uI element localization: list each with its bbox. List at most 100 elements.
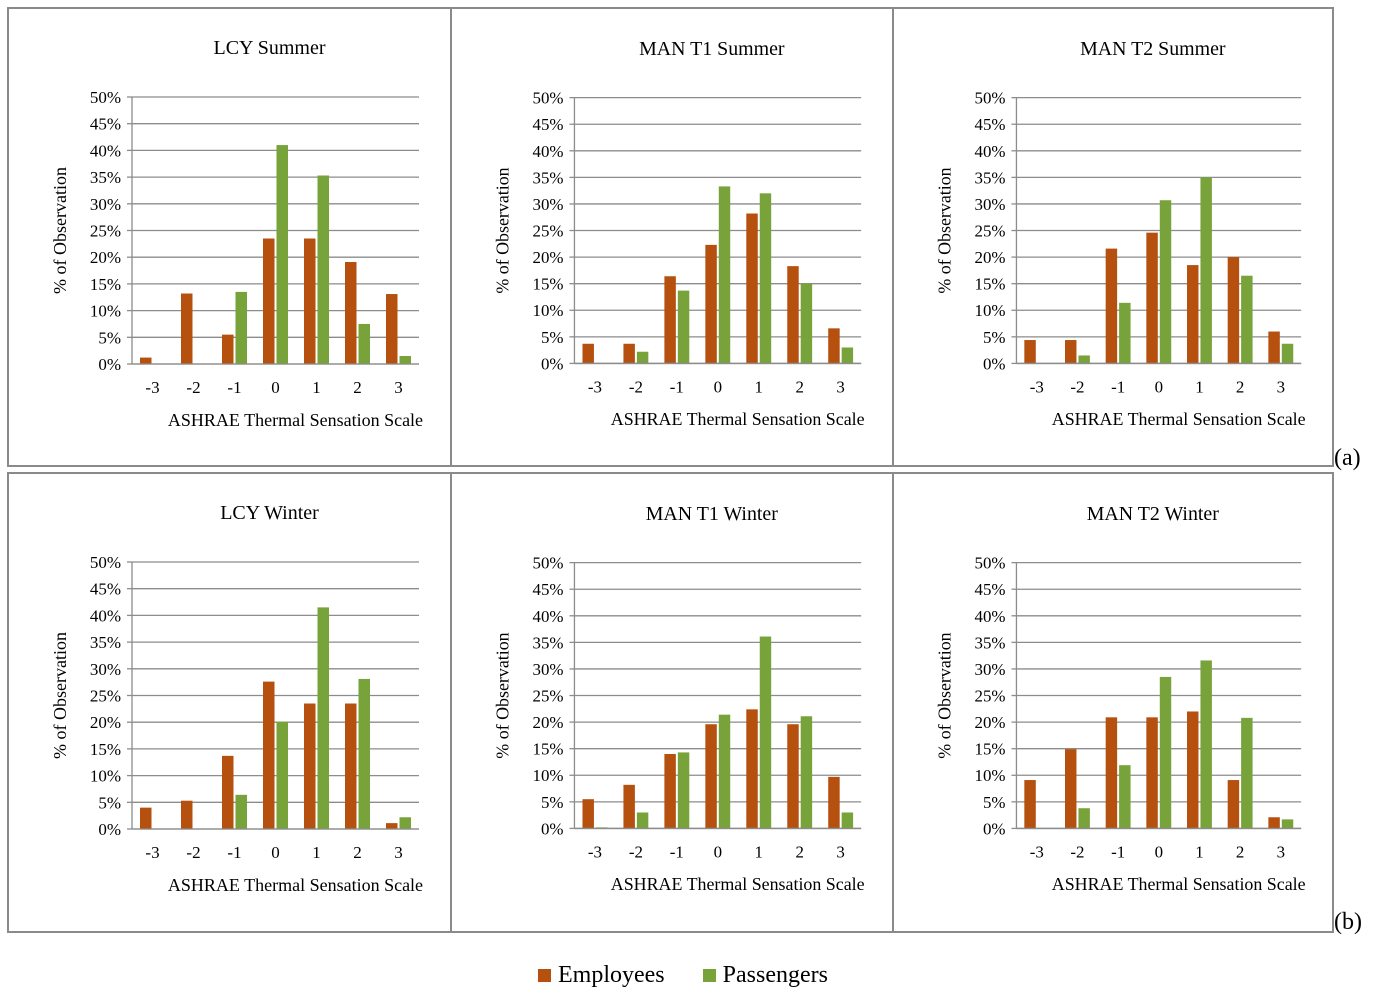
chart-cell-2: MAN T2 Summer 0% 5% 10% 15% 20% 25% 30% 35% 40% 45… [892, 9, 1332, 465]
y-tick-label: 15% [90, 275, 121, 294]
y-tick-label: 0% [541, 819, 564, 838]
x-tick-label: 3 [1277, 842, 1285, 861]
y-axis-label: % of Observation [935, 632, 955, 758]
x-tick-label: 2 [353, 378, 362, 397]
bar-passengers-0 [276, 145, 288, 364]
y-axis-label: % of Observation [493, 167, 513, 293]
y-axis-label: % of Observation [50, 167, 70, 294]
bar-employees-3 [828, 328, 840, 364]
x-axis-label: ASHRAE Thermal Sensation Scale [611, 409, 865, 429]
y-tick-label: 0% [983, 819, 1006, 838]
bar-passengers--1 [1119, 302, 1131, 364]
y-tick-label: 50% [532, 554, 563, 573]
bar-passengers--2 [636, 812, 649, 829]
y-tick-label: 0% [541, 354, 564, 373]
bar-employees-0 [1146, 717, 1158, 829]
x-tick-label: -3 [1030, 842, 1044, 861]
y-tick-label: 10% [532, 301, 563, 320]
bar-passengers-2 [1241, 717, 1253, 829]
x-tick-label: 1 [312, 378, 321, 397]
bar-employees-0 [705, 244, 717, 364]
y-tick-label: 40% [90, 141, 121, 160]
x-axis-label: ASHRAE Thermal Sensation Scale [1052, 409, 1306, 429]
x-axis-label: ASHRAE Thermal Sensation Scale [168, 410, 423, 430]
y-tick-label: 20% [974, 713, 1005, 732]
y-tick-label: 45% [90, 115, 121, 134]
chart-cell-1: MAN T1 Summer 0% 5% 10% 15% 20% 25% 30% 35% 40% 45… [450, 9, 892, 465]
x-tick-label: 2 [795, 377, 803, 396]
bar-employees--1 [222, 334, 234, 364]
x-tick-label: 1 [755, 377, 763, 396]
bar-employees-1 [1187, 265, 1199, 364]
y-tick-label: 25% [974, 222, 1005, 241]
y-tick-label: 15% [532, 740, 563, 759]
y-tick-label: 45% [532, 580, 563, 599]
bar-employees--2 [1065, 749, 1077, 829]
y-tick-label: 5% [541, 328, 564, 347]
y-tick-label: 5% [98, 328, 121, 347]
chart-cell-5: MAN T2 Winter 0% 5% 10% 15% 20% 25% 30% 35% 40% 45… [892, 474, 1332, 931]
y-tick-label: 30% [90, 660, 121, 679]
x-tick-label: -1 [1111, 377, 1125, 396]
legend-swatch-employees [538, 969, 551, 982]
bar-employees--1 [222, 755, 234, 829]
x-tick-label: 1 [755, 842, 763, 861]
bar-employees--1 [664, 754, 676, 829]
bar-passengers--2 [1078, 808, 1090, 829]
x-tick-label: 2 [353, 843, 362, 862]
chart-title: MAN T2 Winter [1087, 503, 1220, 525]
legend: Employees Passengers [538, 962, 866, 989]
bar-employees-2 [787, 266, 799, 364]
bar-employees--3 [140, 357, 152, 364]
x-tick-label: -1 [670, 842, 684, 861]
x-tick-label: 1 [1195, 377, 1203, 396]
bar-employees-1 [304, 238, 316, 364]
bar-passengers-1 [1200, 177, 1212, 364]
x-tick-label: 3 [836, 842, 844, 861]
bar-passengers--1 [235, 794, 247, 829]
y-tick-label: 25% [90, 222, 121, 241]
y-tick-label: 45% [974, 115, 1005, 134]
y-tick-label: 30% [532, 195, 563, 214]
y-tick-label: 15% [974, 740, 1005, 759]
y-tick-label: 35% [974, 633, 1005, 652]
chart-man-t1-summer: MAN T1 Summer 0% 5% 10% 15% 20% 25% 30% 35% 40% 45… [493, 38, 865, 429]
chart-man-t2-winter: MAN T2 Winter 0% 5% 10% 15% 20% 25% 30% 35% 40% 45… [935, 503, 1306, 894]
y-tick-label: 50% [532, 89, 563, 108]
x-tick-label: 0 [714, 377, 722, 396]
chart-title: LCY Summer [213, 37, 325, 59]
y-tick-label: 0% [983, 354, 1006, 373]
y-tick-label: 0% [98, 355, 121, 374]
bar-employees-2 [1227, 780, 1240, 829]
x-tick-label: -1 [1111, 842, 1125, 861]
x-axis-label: ASHRAE Thermal Sensation Scale [168, 875, 423, 895]
y-tick-label: 20% [532, 713, 563, 732]
y-axis-label: % of Observation [493, 632, 513, 758]
x-tick-label: -2 [1070, 842, 1084, 861]
bar-employees-3 [386, 294, 398, 364]
x-tick-label: -1 [227, 378, 241, 397]
bar-passengers-3 [841, 812, 854, 829]
bar-passengers-3 [399, 817, 411, 829]
y-tick-label: 50% [90, 88, 121, 107]
x-tick-label: 0 [714, 842, 722, 861]
bar-employees-0 [705, 724, 717, 829]
y-tick-label: 5% [983, 328, 1006, 347]
bar-passengers--2 [1078, 355, 1090, 364]
bar-passengers-3 [399, 355, 411, 364]
bar-employees--1 [1105, 717, 1118, 829]
x-tick-label: -1 [227, 843, 241, 862]
bar-employees--3 [140, 807, 152, 829]
chart-title: MAN T2 Summer [1080, 38, 1226, 60]
y-tick-label: 30% [532, 660, 563, 679]
y-tick-label: 40% [974, 607, 1005, 626]
bar-employees-0 [263, 681, 275, 829]
x-tick-label: 3 [394, 378, 403, 397]
bar-passengers--1 [1119, 765, 1131, 829]
bar-employees-1 [746, 709, 758, 829]
bar-passengers-1 [759, 636, 772, 829]
y-tick-label: 20% [532, 248, 563, 267]
bar-employees--2 [623, 784, 635, 829]
chart-cell-3: LCY Winter 0% 5% 10% 15% 20% 25% 30% 35% 40% 45% 50… [9, 474, 450, 931]
chart-lcy-summer: LCY Summer 0% 5% 10% 15% 20% 25% 30% 35% 40% 45% 50… [50, 37, 423, 430]
